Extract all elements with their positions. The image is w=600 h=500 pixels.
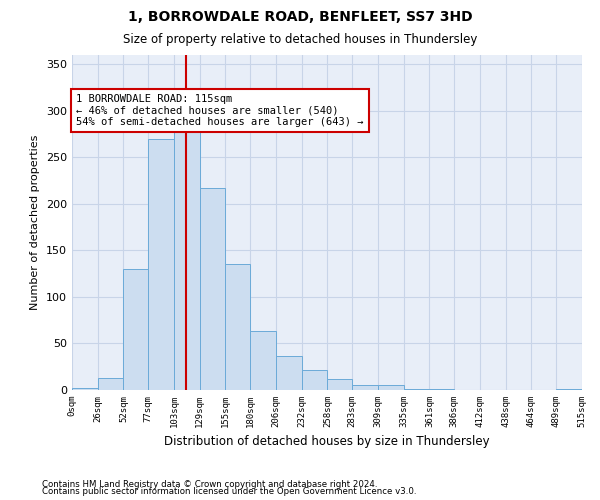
- Bar: [250, 332, 276, 390]
- Bar: [328, 379, 352, 390]
- Text: 1 BORROWDALE ROAD: 115sqm
← 46% of detached houses are smaller (540)
54% of semi: 1 BORROWDALE ROAD: 115sqm ← 46% of detac…: [76, 94, 364, 128]
- Bar: [276, 356, 302, 390]
- Bar: [352, 386, 378, 390]
- Bar: [98, 378, 124, 390]
- Text: Contains public sector information licensed under the Open Government Licence v3: Contains public sector information licen…: [42, 487, 416, 496]
- Bar: [404, 389, 430, 390]
- Bar: [378, 386, 404, 390]
- Bar: [226, 264, 250, 390]
- Text: 1, BORROWDALE ROAD, BENFLEET, SS7 3HD: 1, BORROWDALE ROAD, BENFLEET, SS7 3HD: [128, 10, 472, 24]
- Y-axis label: Number of detached properties: Number of detached properties: [31, 135, 40, 310]
- Bar: [174, 123, 200, 390]
- Text: Size of property relative to detached houses in Thundersley: Size of property relative to detached ho…: [123, 32, 477, 46]
- Bar: [72, 388, 98, 390]
- Bar: [556, 389, 582, 390]
- Bar: [200, 188, 226, 390]
- Bar: [148, 138, 174, 390]
- Text: Contains HM Land Registry data © Crown copyright and database right 2024.: Contains HM Land Registry data © Crown c…: [42, 480, 377, 489]
- X-axis label: Distribution of detached houses by size in Thundersley: Distribution of detached houses by size …: [164, 436, 490, 448]
- Bar: [302, 370, 328, 390]
- Bar: [124, 269, 148, 390]
- Bar: [430, 389, 454, 390]
